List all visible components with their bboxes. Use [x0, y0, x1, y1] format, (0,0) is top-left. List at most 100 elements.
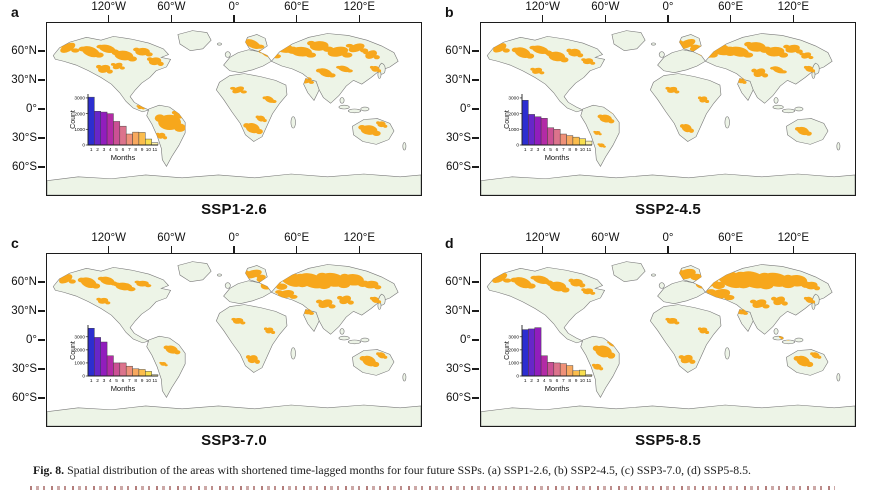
lon-tick-label: 120°W	[91, 1, 126, 13]
lon-tick-mark	[358, 15, 360, 22]
panel-title-b: SSP2-4.5	[635, 201, 701, 218]
lon-tick-mark	[730, 15, 732, 22]
lon-tick-mark	[296, 15, 298, 22]
lat-tick-label: 0°	[460, 103, 471, 115]
lat-tick-label: 0°	[26, 334, 37, 346]
world-map-c: 0 1000 2000 3000 1 2 3 4 5 6 7 8 9 10 11 Count Months	[46, 253, 422, 427]
lat-tick-mark	[38, 50, 45, 52]
map-panel-d: d 120°W 60°W 0° 60°E 120°E 60°N 30°N 0° 30°S 60°S…	[434, 231, 869, 462]
lat-tick-label: 0°	[460, 334, 471, 346]
lon-tick-mark	[604, 246, 606, 253]
world-map-svg	[481, 30, 855, 195]
lon-tick-label: 120°E	[777, 232, 810, 244]
lat-tick-label: 30°S	[445, 363, 471, 375]
lon-tick-label: 120°W	[525, 232, 560, 244]
lon-tick-label: 60°E	[284, 232, 310, 244]
panel-letter-a: a	[11, 4, 19, 20]
lon-tick-label: 120°W	[525, 1, 560, 13]
figure-caption: Fig. 8. Spatial distribution of the area…	[33, 463, 841, 478]
lat-tick-label: 30°N	[11, 74, 37, 86]
lat-tick-mark	[38, 281, 45, 283]
lon-tick-mark	[730, 246, 732, 253]
panel-letter-b: b	[445, 4, 454, 20]
caption-label: Fig. 8.	[33, 463, 65, 477]
world-map-svg	[47, 261, 421, 426]
lon-tick-label: 60°W	[157, 1, 186, 13]
lat-tick-mark	[38, 166, 45, 168]
lon-tick-label: 60°W	[591, 1, 620, 13]
panel-letter-d: d	[445, 235, 454, 251]
lat-tick-mark	[472, 339, 479, 341]
lon-tick-label: 120°E	[777, 1, 810, 13]
lat-tick-label: 30°N	[445, 74, 471, 86]
lat-tick-mark	[38, 108, 45, 110]
lon-tick-mark	[358, 246, 360, 253]
lon-tick-label: 60°W	[591, 232, 620, 244]
lon-tick-label: 120°W	[91, 232, 126, 244]
lat-tick-mark	[38, 137, 45, 139]
cropped-text-remnant	[30, 486, 835, 490]
lon-tick-mark	[792, 15, 794, 22]
lat-tick-label: 60°N	[11, 276, 37, 288]
lon-tick-mark	[108, 15, 110, 22]
lat-tick-label: 0°	[26, 103, 37, 115]
panel-title-d: SSP5-8.5	[635, 432, 701, 449]
lat-tick-label: 30°S	[11, 363, 37, 375]
lon-tick-label: 0°	[228, 232, 240, 244]
lon-tick-label: 120°E	[343, 232, 376, 244]
panel-title-c: SSP3-7.0	[201, 432, 267, 449]
lat-tick-label: 60°N	[445, 45, 471, 57]
lat-tick-mark	[38, 397, 45, 399]
world-map-svg	[47, 30, 421, 195]
lon-tick-mark	[667, 15, 669, 22]
lon-tick-mark	[667, 246, 669, 253]
lon-tick-mark	[542, 15, 544, 22]
lon-tick-mark	[233, 246, 235, 253]
world-map-a: 0 1000 2000 3000 1 2 3 4 5 6 7 8 9 10 11 Count Months	[46, 22, 422, 196]
lat-tick-label: 30°N	[445, 305, 471, 317]
lat-tick-label: 60°S	[11, 392, 37, 404]
lat-tick-label: 60°S	[445, 161, 471, 173]
map-panel-b: b 120°W 60°W 0° 60°E 120°E 60°N 30°N 0° 30°S 60°S…	[434, 0, 869, 231]
lat-tick-mark	[472, 310, 479, 312]
lon-tick-mark	[170, 15, 172, 22]
panel-letter-c: c	[11, 235, 19, 251]
lon-tick-label: 60°E	[284, 1, 310, 13]
lat-tick-label: 30°S	[11, 132, 37, 144]
lon-tick-mark	[604, 15, 606, 22]
lat-tick-mark	[38, 79, 45, 81]
world-map-b: 0 1000 2000 3000 1 2 3 4 5 6 7 8 9 10 11 Count Months	[480, 22, 856, 196]
lon-tick-mark	[233, 15, 235, 22]
lon-tick-label: 0°	[662, 232, 674, 244]
lat-tick-mark	[38, 368, 45, 370]
lon-tick-label: 0°	[662, 1, 674, 13]
lat-tick-mark	[472, 281, 479, 283]
lat-tick-mark	[472, 79, 479, 81]
panel-title-a: SSP1-2.6	[201, 201, 267, 218]
lon-tick-mark	[792, 246, 794, 253]
lat-tick-label: 30°S	[445, 132, 471, 144]
lat-tick-label: 60°S	[445, 392, 471, 404]
lat-tick-label: 60°S	[11, 161, 37, 173]
lat-tick-mark	[472, 137, 479, 139]
panels-grid: a 120°W 60°W 0° 60°E 120°E 60°N 30°N 0° 30°S 60°S…	[0, 0, 869, 462]
lat-tick-label: 30°N	[11, 305, 37, 317]
lon-tick-mark	[170, 246, 172, 253]
lon-tick-label: 120°E	[343, 1, 376, 13]
world-map-d: 0 1000 2000 3000 1 2 3 4 5 6 7 8 9 10 11 Count Months	[480, 253, 856, 427]
lon-tick-mark	[542, 246, 544, 253]
map-panel-c: c 120°W 60°W 0° 60°E 120°E 60°N 30°N 0° 30°S 60°S…	[0, 231, 434, 462]
lat-tick-label: 60°N	[11, 45, 37, 57]
lat-tick-label: 60°N	[445, 276, 471, 288]
lon-tick-mark	[108, 246, 110, 253]
lat-tick-mark	[472, 397, 479, 399]
lat-tick-mark	[472, 166, 479, 168]
lon-tick-label: 0°	[228, 1, 240, 13]
lat-tick-mark	[38, 339, 45, 341]
world-map-svg	[481, 261, 855, 426]
lat-tick-mark	[38, 310, 45, 312]
caption-text: Spatial distribution of the areas with s…	[67, 463, 751, 477]
lon-tick-label: 60°W	[157, 232, 186, 244]
lat-tick-mark	[472, 50, 479, 52]
lat-tick-mark	[472, 368, 479, 370]
